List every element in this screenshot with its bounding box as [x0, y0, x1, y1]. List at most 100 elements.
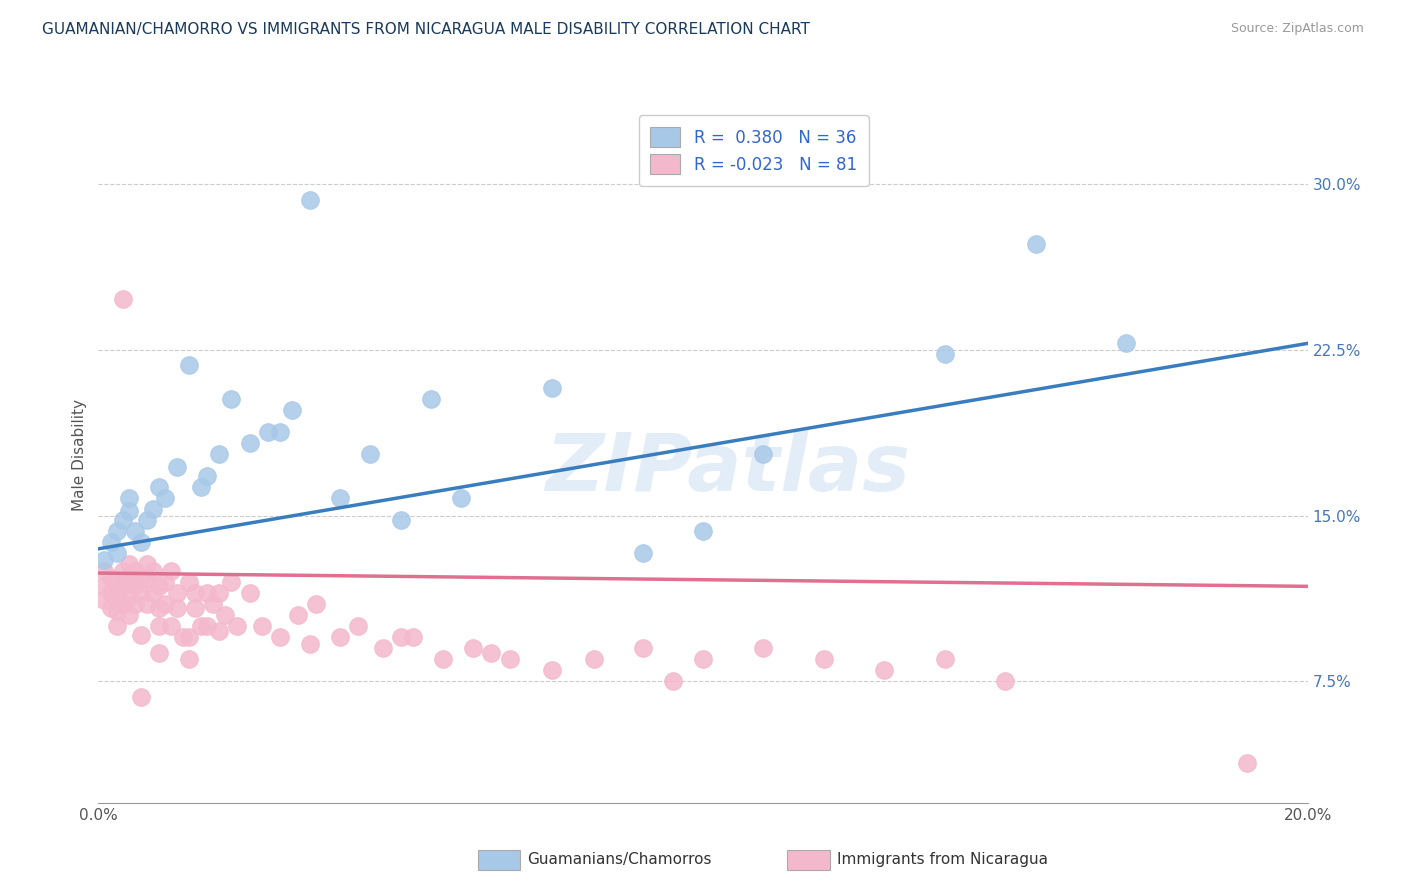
- Point: [105, 604, 128, 618]
- Point: [994, 674, 1017, 689]
- Point: [419, 392, 441, 406]
- Point: [166, 586, 188, 600]
- Point: [142, 502, 165, 516]
- Point: [631, 546, 654, 560]
- Point: [105, 546, 128, 560]
- Point: [389, 513, 412, 527]
- Point: [481, 646, 503, 660]
- Point: [166, 460, 188, 475]
- Point: [93, 579, 115, 593]
- Point: [100, 601, 122, 615]
- Point: [752, 447, 775, 461]
- Point: [100, 570, 122, 584]
- Point: [135, 513, 157, 527]
- Point: [329, 491, 352, 505]
- Point: [214, 608, 236, 623]
- Point: [1236, 756, 1258, 770]
- Legend: R =  0.380   N = 36, R = -0.023   N = 81: R = 0.380 N = 36, R = -0.023 N = 81: [638, 115, 869, 186]
- Text: Guamanians/Chamorros: Guamanians/Chamorros: [527, 853, 711, 867]
- Point: [269, 630, 291, 644]
- Point: [692, 652, 714, 666]
- Point: [142, 564, 165, 578]
- Point: [402, 630, 425, 644]
- Point: [118, 608, 141, 623]
- Point: [111, 564, 134, 578]
- Point: [118, 574, 141, 589]
- Point: [195, 586, 218, 600]
- Point: [208, 624, 231, 638]
- Text: Immigrants from Nicaragua: Immigrants from Nicaragua: [837, 853, 1047, 867]
- Point: [93, 592, 115, 607]
- Point: [208, 586, 231, 600]
- Point: [148, 480, 170, 494]
- Point: [153, 597, 176, 611]
- Point: [184, 601, 207, 615]
- Point: [934, 347, 956, 361]
- Point: [118, 558, 141, 572]
- Point: [1024, 237, 1046, 252]
- Point: [299, 193, 322, 207]
- Point: [190, 619, 212, 633]
- Point: [148, 619, 170, 633]
- Point: [221, 392, 243, 406]
- Point: [540, 663, 562, 677]
- Point: [118, 504, 141, 518]
- Point: [111, 292, 134, 306]
- Point: [195, 619, 218, 633]
- Point: [124, 597, 146, 611]
- Point: [153, 574, 176, 589]
- Point: [129, 570, 152, 584]
- Point: [105, 591, 128, 605]
- Point: [118, 491, 141, 505]
- Point: [135, 597, 157, 611]
- Point: [142, 586, 165, 600]
- Point: [111, 513, 134, 527]
- Point: [100, 535, 122, 549]
- Point: [540, 380, 562, 394]
- Point: [281, 402, 304, 417]
- Point: [160, 619, 183, 633]
- Point: [498, 652, 520, 666]
- Point: [177, 630, 201, 644]
- Point: [389, 630, 412, 644]
- Point: [934, 652, 956, 666]
- Point: [124, 564, 146, 578]
- Point: [239, 435, 262, 450]
- Point: [93, 564, 115, 578]
- Text: Source: ZipAtlas.com: Source: ZipAtlas.com: [1230, 22, 1364, 36]
- Point: [177, 574, 201, 589]
- Point: [124, 579, 146, 593]
- Point: [148, 646, 170, 660]
- Point: [190, 480, 212, 494]
- Point: [105, 574, 128, 589]
- Point: [329, 630, 352, 644]
- Point: [177, 359, 201, 373]
- Point: [371, 641, 394, 656]
- Point: [153, 491, 176, 505]
- Text: ZIPatlas: ZIPatlas: [544, 430, 910, 508]
- Point: [129, 535, 152, 549]
- Point: [360, 447, 382, 461]
- Point: [129, 628, 152, 642]
- Point: [118, 591, 141, 605]
- Point: [105, 619, 128, 633]
- Point: [208, 447, 231, 461]
- Point: [269, 425, 291, 439]
- Point: [1115, 336, 1137, 351]
- Point: [813, 652, 835, 666]
- Point: [250, 619, 273, 633]
- Point: [463, 641, 485, 656]
- Point: [135, 570, 157, 584]
- Point: [148, 579, 170, 593]
- Point: [166, 601, 188, 615]
- Point: [160, 564, 183, 578]
- Point: [93, 553, 115, 567]
- Point: [135, 558, 157, 572]
- Point: [450, 491, 472, 505]
- Y-axis label: Male Disability: Male Disability: [72, 399, 87, 511]
- Point: [347, 619, 370, 633]
- Point: [129, 690, 152, 704]
- Point: [124, 524, 146, 538]
- Point: [129, 586, 152, 600]
- Point: [661, 674, 683, 689]
